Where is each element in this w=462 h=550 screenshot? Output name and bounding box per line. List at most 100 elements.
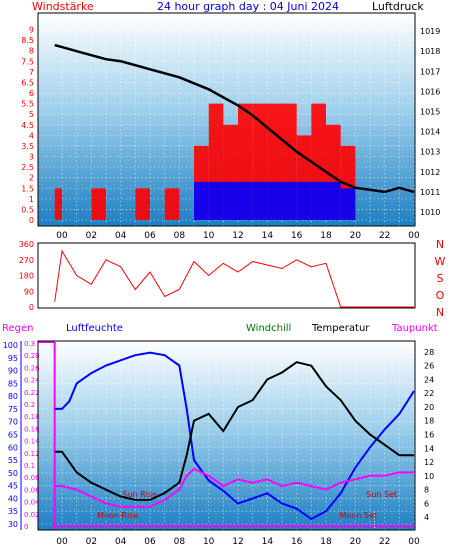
- windstaerke-tick: 3.5: [21, 142, 34, 151]
- time-tick-label: 20: [350, 231, 362, 241]
- panel2-series: [54, 249, 414, 308]
- panel3-frame: [37, 340, 416, 531]
- luftfeuchte-tick: 55: [8, 456, 18, 465]
- regen-tick: 0.04: [24, 499, 40, 507]
- luftdruck-tick: 1013: [420, 148, 440, 157]
- windrichtung-tick: 0: [29, 303, 34, 312]
- regen-tick: 0.2: [24, 401, 35, 409]
- panel-wind-pressure: 0 0.51 1.52 2.53 3.5 44.5 55.5 6 6.57 7.58 8.59 10…: [21, 12, 440, 241]
- regen-tick: 0.28: [24, 352, 40, 360]
- luftdruck-ticks: 1010 1011 1012 1013 1014 1015 1016 1017 1018 1019: [420, 27, 440, 217]
- regen-tick: 0.1: [24, 462, 35, 470]
- luftdruck-tick: 1016: [420, 87, 440, 96]
- time-tick-label: 12: [232, 231, 243, 241]
- temperatur-tick: 26: [424, 362, 434, 371]
- legend-label: Regen: [2, 323, 34, 334]
- legend-label: Windchill: [246, 323, 291, 334]
- windstaerke-ticks: 0 0.51 1.52 2.53 3.5 44.5 55.5 6 6.57 7.58 8.59: [21, 26, 34, 225]
- astro-annotation: Sun Set: [366, 490, 397, 499]
- temperatur-tick: 22: [424, 389, 434, 398]
- compass-label: S: [437, 272, 444, 285]
- windstaerke-tick: 2: [29, 174, 34, 183]
- regen-ticks: 0 0.02 0.04 0.06 0.08 0.1 0.12 0.14 0.16 0.18 0.2 0…: [24, 340, 40, 531]
- luftfeuchte-tick: 75: [8, 405, 18, 414]
- luftfeuchte-tick: 60: [8, 443, 18, 452]
- regen-tick: 0.24: [24, 377, 40, 385]
- temperatur-tick: 24: [424, 375, 434, 384]
- compass-label: W: [435, 255, 446, 268]
- windstaerke-tick: 2.5: [21, 163, 34, 172]
- panel3-bg: [38, 341, 415, 530]
- windstaerke-tick: 0.5: [21, 205, 34, 214]
- luftdruck-tick: 1010: [420, 208, 440, 217]
- temperatur-tick: 12: [424, 458, 434, 467]
- legend-label: Taupunkt: [391, 323, 438, 334]
- regen-tick: 0.12: [24, 450, 40, 458]
- temperatur-tick: 16: [424, 431, 434, 440]
- time-tick-label: 18: [320, 537, 332, 547]
- temperatur-tick: 18: [424, 417, 434, 426]
- windrichtung-tick: 180: [19, 272, 34, 281]
- luftdruck-tick: 1012: [420, 168, 440, 177]
- windstaerke-mittel-bar: [296, 181, 312, 220]
- windstaerke-mittel-bar: [252, 181, 268, 220]
- regen-tick: 0.3: [24, 340, 35, 348]
- regen-tick: 0.26: [24, 364, 40, 372]
- windstaerke-bar: [91, 188, 106, 220]
- time-tick-label: 00: [408, 537, 420, 547]
- windrichtung-tick: 270: [19, 256, 34, 265]
- temperatur-tick: 14: [424, 444, 434, 453]
- time-tick-label: 20: [350, 537, 362, 547]
- panel1-series: [54, 43, 415, 220]
- luftdruck-tick: 1011: [420, 188, 440, 197]
- time-tick-label: 00: [408, 231, 420, 241]
- legend-label: Temperatur: [311, 323, 370, 334]
- time-tick-label: 22: [379, 231, 390, 241]
- time-tick-label: 10: [203, 537, 215, 547]
- luftfeuchte-tick: 85: [8, 379, 18, 388]
- luftdruck-tick: 1019: [420, 27, 440, 36]
- time-tick-label: 02: [86, 231, 97, 241]
- luftfeuchte-tick: 100: [3, 341, 18, 350]
- temperatur-tick: 20: [424, 403, 434, 412]
- windstaerke-mittel-bar: [223, 181, 238, 220]
- panel3-legend: Regen Luftfeuchte Windchill Temperatur Taupu…: [2, 323, 438, 334]
- windstaerke-mittel-bar: [311, 181, 326, 220]
- panel3-series: [38, 341, 415, 530]
- regen-tick: 0: [24, 523, 28, 531]
- windstaerke-tick: 7: [29, 68, 34, 77]
- compass-label: N: [436, 306, 444, 319]
- panel2-frame: [37, 242, 416, 309]
- regen-tick: 0.02: [24, 511, 40, 519]
- chart-title: 24 hour graph day : 04 Juni 2024: [157, 0, 339, 13]
- compass-label: N: [436, 238, 444, 251]
- luftfeuchte-tick: 90: [8, 367, 18, 376]
- luftfeuchte-tick: 65: [8, 431, 18, 440]
- windrichtung-line: [54, 249, 414, 308]
- windstaerke-label: Windstärke: [32, 0, 94, 13]
- time-tick-label: 08: [174, 537, 186, 547]
- windstaerke-bar: [164, 188, 180, 220]
- temperatur-tick: 6: [424, 499, 429, 508]
- time-tick-label: 12: [232, 537, 243, 547]
- taupunkt-line: [54, 467, 414, 508]
- windrichtung-ticks: 0 90 180 270 360: [19, 240, 34, 312]
- temperatur-line: [54, 361, 414, 501]
- windstaerke-tick: 4: [29, 131, 34, 140]
- panel1-frame: [37, 12, 416, 227]
- luftfeuchte-tick: 45: [8, 482, 18, 491]
- windrichtung-tick: 90: [24, 287, 34, 296]
- windstaerke-tick: 0: [29, 216, 34, 225]
- windstaerke-tick: 5: [29, 110, 34, 119]
- windstaerke-tick: 4.5: [21, 121, 34, 130]
- windstaerke-mittel-bar: [326, 181, 341, 220]
- windstaerke-tick: 5.5: [21, 100, 34, 109]
- temperatur-tick: 8: [424, 486, 429, 495]
- compass-label: O: [436, 289, 445, 302]
- temperatur-ticks: 4 6 8 10 12 14 16 18 20 22 24 26 28: [424, 348, 434, 522]
- luftdruck-tick: 1018: [420, 47, 440, 56]
- time-tick-label: 04: [115, 537, 127, 547]
